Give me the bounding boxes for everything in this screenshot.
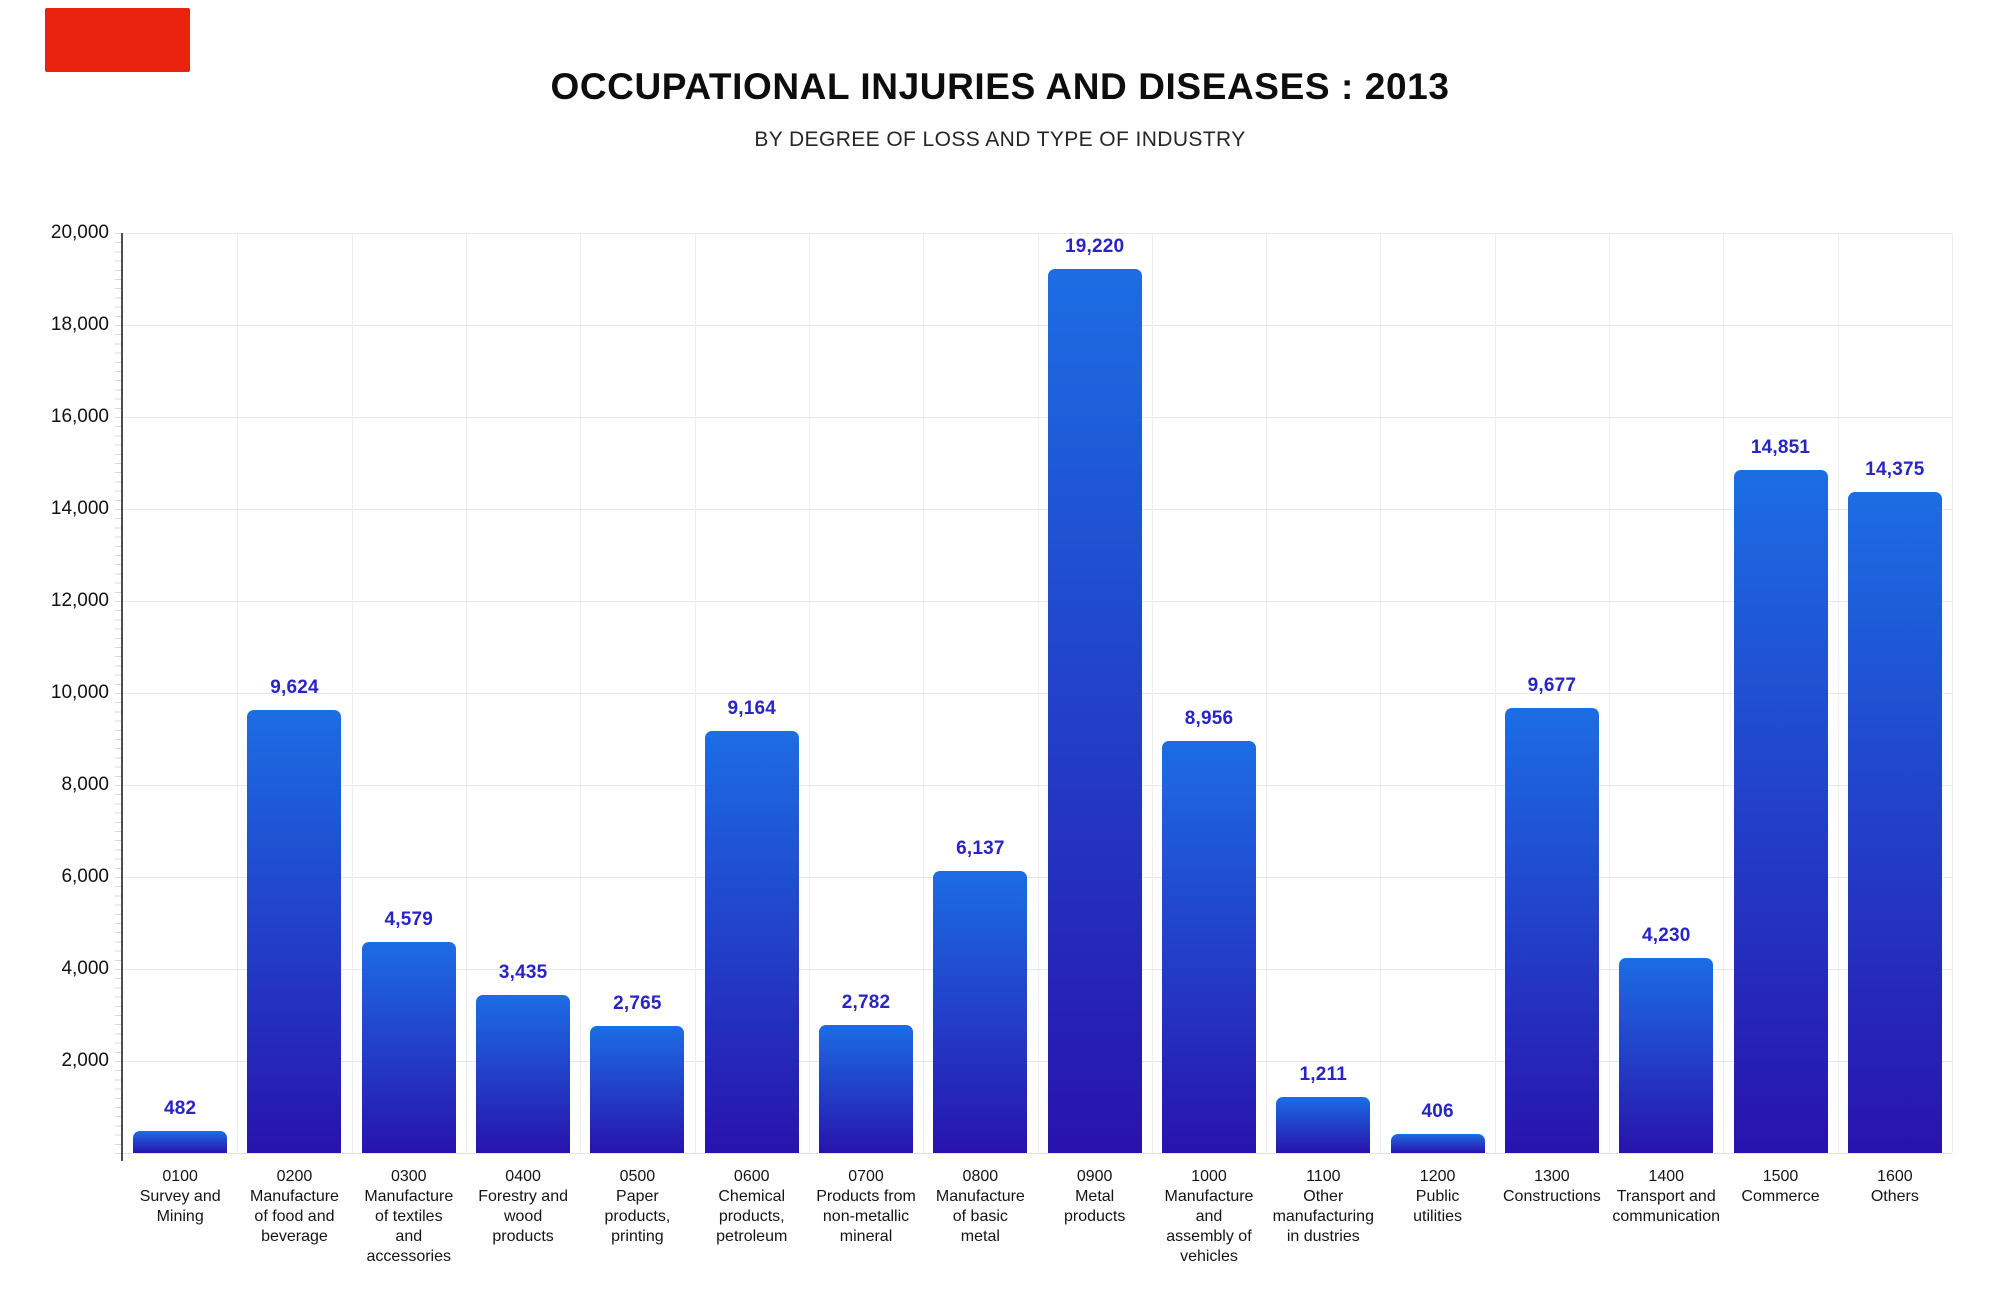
bar-1100 — [1276, 1097, 1371, 1153]
bar-0200 — [247, 710, 342, 1153]
value-label-0300: 4,579 — [384, 909, 434, 931]
bar-1400 — [1619, 958, 1714, 1153]
gridline-vertical — [580, 233, 582, 1153]
x-tick-label-0600: 0600 Chemical products, petroleum — [716, 1168, 788, 1245]
value-label-0100: 482 — [164, 1097, 197, 1119]
y-axis-line — [121, 233, 123, 1161]
value-label-0400: 3,435 — [498, 961, 548, 983]
bar-1300 — [1504, 707, 1599, 1153]
bar-0600 — [704, 731, 799, 1153]
value-label-0700: 2,782 — [841, 992, 891, 1014]
gridline-vertical — [1266, 233, 1268, 1153]
value-label-0500: 2,765 — [613, 992, 662, 1014]
plot-area: 2,000 4,000 6,000 8,000 10,000 12,000 14,000 16… — [51, 222, 1953, 1265]
x-tick-label-1000: 1000 Manufacture and assembly of vehicle… — [1164, 1168, 1254, 1265]
value-label-0800: 6,137 — [956, 837, 1005, 859]
value-label-0900: 19,220 — [1064, 235, 1125, 257]
x-axis-baseline — [123, 1153, 1952, 1154]
value-label-1500: 14,851 — [1750, 436, 1811, 458]
x-tick-label-1400: 1400 Transport and communication — [1612, 1168, 1721, 1225]
x-tick-label-1300: 1300 Constructions — [1502, 1168, 1601, 1205]
chart-title: OCCUPATIONAL INJURIES AND DISEASES : 201… — [550, 66, 1450, 107]
x-tick-label-0500: 0500 Paper products, printing — [604, 1168, 671, 1245]
value-label-1400: 4,230 — [1641, 925, 1691, 947]
chart-subtitle: BY DEGREE OF LOSS AND TYPE OF INDUSTRY — [754, 128, 1246, 151]
gridline-vertical — [1723, 233, 1725, 1153]
x-tick-label-1200: 1200 Public utilities — [1413, 1168, 1463, 1225]
bar-0800 — [933, 870, 1028, 1153]
x-tick-label-1500: 1500 Commerce — [1741, 1168, 1820, 1205]
bar-0500 — [590, 1025, 685, 1153]
gridline-vertical — [1494, 233, 1496, 1153]
gridline-vertical — [1151, 233, 1153, 1153]
y-tick-label: 8,000 — [61, 774, 109, 795]
bar-0300 — [361, 942, 456, 1153]
gridline-vertical — [1837, 233, 1839, 1153]
y-axis-minor-ticks — [115, 233, 121, 1154]
y-tick-label: 6,000 — [61, 866, 109, 887]
bar-1600 — [1847, 491, 1942, 1153]
gridline-vertical — [694, 233, 696, 1153]
bar-0400 — [476, 995, 571, 1153]
bar-0700 — [819, 1025, 914, 1153]
x-tick-label-1600: 1600 Others — [1870, 1168, 1919, 1205]
x-tick-label-1100: 1100 Other manufacturing in dustries — [1272, 1168, 1374, 1245]
x-tick-label-0200: 0200 Manufacture of food and beverage — [250, 1168, 339, 1245]
gridline-vertical — [1609, 233, 1611, 1153]
bar-0100 — [133, 1130, 228, 1153]
y-tick-label: 20,000 — [50, 222, 109, 243]
x-tick-label-0800: 0800 Manufacture of basic metal — [935, 1168, 1025, 1245]
gridline-vertical — [1952, 233, 1953, 1153]
gridline-vertical — [237, 233, 239, 1153]
gridline-vertical — [1380, 233, 1382, 1153]
y-tick-label: 18,000 — [50, 314, 109, 335]
bar-1500 — [1733, 469, 1828, 1153]
bar-0900 — [1047, 268, 1142, 1153]
y-tick-label: 14,000 — [50, 498, 109, 519]
x-tick-label-0400: 0400 Forestry and wood products — [478, 1168, 568, 1245]
y-tick-label: 16,000 — [50, 406, 109, 427]
value-label-1300: 9,677 — [1527, 674, 1577, 696]
gridline-vertical — [351, 233, 353, 1153]
value-label-1600: 14,375 — [1865, 458, 1925, 480]
gridline-vertical — [1037, 233, 1039, 1153]
value-label-1200: 406 — [1421, 1101, 1454, 1123]
corner-logo-block — [45, 8, 190, 72]
bar-1200 — [1390, 1134, 1485, 1153]
value-label-1000: 8,956 — [1184, 708, 1234, 730]
gridline-vertical — [465, 233, 467, 1153]
value-label-1100: 1,211 — [1299, 1064, 1348, 1086]
gridline-vertical — [923, 233, 925, 1153]
x-tick-label-0900: 0900 Metal products — [1063, 1168, 1126, 1225]
x-tick-label-0700: 0700 Products from non-metallic mineral — [816, 1168, 916, 1245]
gridline-vertical — [808, 233, 810, 1153]
bar-1000 — [1161, 741, 1256, 1153]
y-tick-label: 10,000 — [50, 682, 109, 703]
y-tick-label: 2,000 — [61, 1050, 109, 1071]
value-label-0600: 9,164 — [727, 698, 776, 720]
y-tick-label: 12,000 — [50, 590, 109, 611]
x-tick-label-0100: 0100 Survey and Mining — [139, 1168, 221, 1225]
y-tick-label: 4,000 — [61, 958, 109, 979]
value-label-0200: 9,624 — [270, 677, 319, 699]
x-tick-label-0300: 0300 Manufacture of textiles and accesso… — [364, 1168, 454, 1265]
